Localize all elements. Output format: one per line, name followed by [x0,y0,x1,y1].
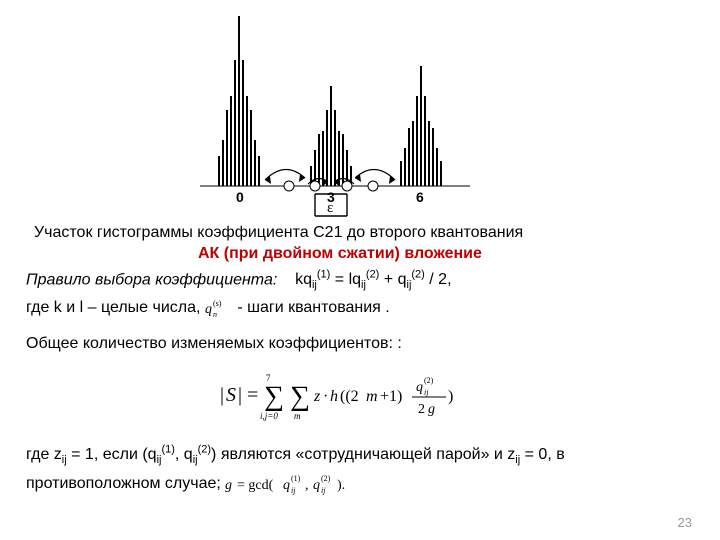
cluster-0 [218,16,260,186]
svg-text:q: q [205,302,212,317]
svg-text:m: m [366,388,378,405]
svg-text:ij: ij [321,486,326,495]
figure-caption: Участок гистограммы коэффициента C21 до … [34,224,523,242]
svg-text:(2): (2) [321,474,331,483]
svg-text:((2: ((2 [340,388,359,405]
formula-S: | S | = ∑ 7 i,j=0 ∑ m z · h ((2 m +1) q … [26,369,694,430]
svg-text:ij: ij [291,486,296,495]
svg-text:(s): (s) [213,299,222,308]
histogram-figure: 0 3 6 ε [180,0,480,220]
inline-formula-qns: q n (s) [205,298,233,318]
svg-text:+1): +1) [380,388,402,405]
svg-text:ij: ij [424,388,429,397]
svg-text:·: · [323,388,328,405]
body-text: Правило выбора коэффициента: kqij(1) = l… [26,268,694,499]
svg-text:∑: ∑ [290,381,310,412]
svg-text:= gcd(: = gcd( [237,478,274,493]
svg-text:|: | [220,384,224,406]
svg-text:).: ). [337,478,345,493]
total-line: Общее количество изменяемых коэффициенто… [26,333,694,355]
svg-text:h: h [330,388,338,405]
rule-label: Правило выбора коэффициента: [26,271,277,288]
svg-text:q: q [313,478,320,493]
svg-text:(1): (1) [291,474,301,483]
rule-formula: kqij(1) = lqij(2) + qij(2) / 2, [295,271,451,288]
svg-text:): ) [448,388,453,405]
svg-text:2: 2 [418,402,425,417]
svg-text:q: q [283,478,290,493]
svg-text:∑: ∑ [264,381,284,412]
epsilon-label: ε [327,200,333,216]
svg-text:g: g [428,402,435,417]
cluster-6 [400,66,442,186]
svg-text:m: m [294,411,301,421]
page-number: 23 [678,515,692,530]
where-line-2b: противоположном случае; [26,475,225,492]
svg-text:| =: | = [238,384,258,406]
svg-text:7: 7 [266,373,271,383]
svg-text:i,j=0: i,j=0 [260,411,278,421]
tick-6: 6 [416,189,424,205]
svg-text:z: z [313,388,321,405]
svg-text:n: n [213,310,217,318]
where-line-2a: где zij = 1, если (qij(1), qij(2)) являю… [26,446,565,463]
svg-text:,: , [305,478,309,493]
tick-0: 0 [236,189,244,205]
where-line-1b: - шаги квантования . [237,299,389,316]
inline-formula-gcd: g = gcd( q ij (1) , q ij (2) ). [225,473,365,495]
svg-text:S: S [226,384,236,406]
cluster-3 [310,86,352,186]
svg-text:(2): (2) [424,376,434,385]
section-subtitle: АК (при двойном сжатии) вложение [198,245,482,263]
svg-text:q: q [416,380,423,395]
svg-text:g: g [225,478,232,493]
where-line-1a: где k и l – целые числа, [26,299,205,316]
